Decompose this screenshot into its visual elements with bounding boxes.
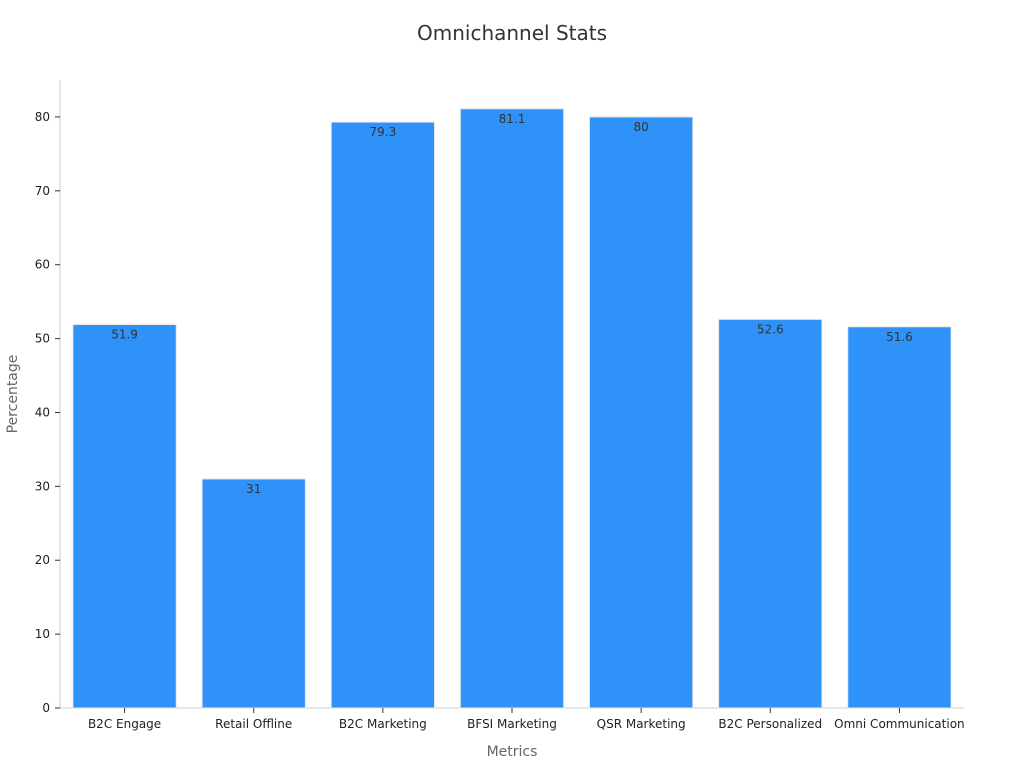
x-tick-label: B2C Personalized — [718, 717, 822, 731]
bar-data-label: 51.6 — [886, 330, 913, 344]
x-tick-label: Omni Communication — [834, 717, 964, 731]
x-tick-label: BFSI Marketing — [467, 717, 557, 731]
y-tick-label: 0 — [42, 701, 50, 715]
x-axis-label: Metrics — [487, 744, 538, 760]
x-tick-label: QSR Marketing — [597, 717, 686, 731]
x-ticks-group: B2C Engage Retail Offline B2C Marketing BFS… — [88, 708, 965, 731]
bar — [330, 121, 436, 709]
x-tick-label: Retail Offline — [215, 717, 292, 731]
y-tick-label: 20 — [35, 553, 50, 567]
bar — [588, 116, 694, 709]
y-ticks-group: 0 10 20 30 40 50 60 70 80 — [35, 110, 60, 715]
x-tick-label: B2C Marketing — [339, 717, 427, 731]
y-tick-label: 80 — [35, 110, 50, 124]
y-tick-label: 10 — [35, 627, 50, 641]
bar-data-label: 79.3 — [369, 125, 396, 139]
chart-title: Omnichannel Stats — [417, 21, 607, 45]
bar — [847, 326, 952, 709]
y-tick-label: 70 — [35, 184, 50, 198]
bar-data-label: 52.6 — [757, 322, 784, 336]
bar-data-label: 81.1 — [499, 112, 526, 126]
bar — [718, 318, 823, 709]
bar — [201, 478, 306, 709]
bars-group: 51.9 31 79.3 81.1 80 52.6 51.6 — [72, 108, 952, 709]
y-axis-label: Percentage — [5, 355, 21, 434]
bar — [459, 108, 565, 709]
bar-data-label: 31 — [246, 482, 261, 496]
bar-data-label: 80 — [634, 120, 649, 134]
bar — [72, 324, 177, 709]
y-tick-label: 50 — [35, 332, 50, 346]
bar-data-label: 51.9 — [111, 328, 138, 342]
y-tick-label: 30 — [35, 479, 50, 493]
y-tick-label: 40 — [35, 405, 50, 419]
x-tick-label: B2C Engage — [88, 717, 161, 731]
y-tick-label: 60 — [35, 258, 50, 272]
